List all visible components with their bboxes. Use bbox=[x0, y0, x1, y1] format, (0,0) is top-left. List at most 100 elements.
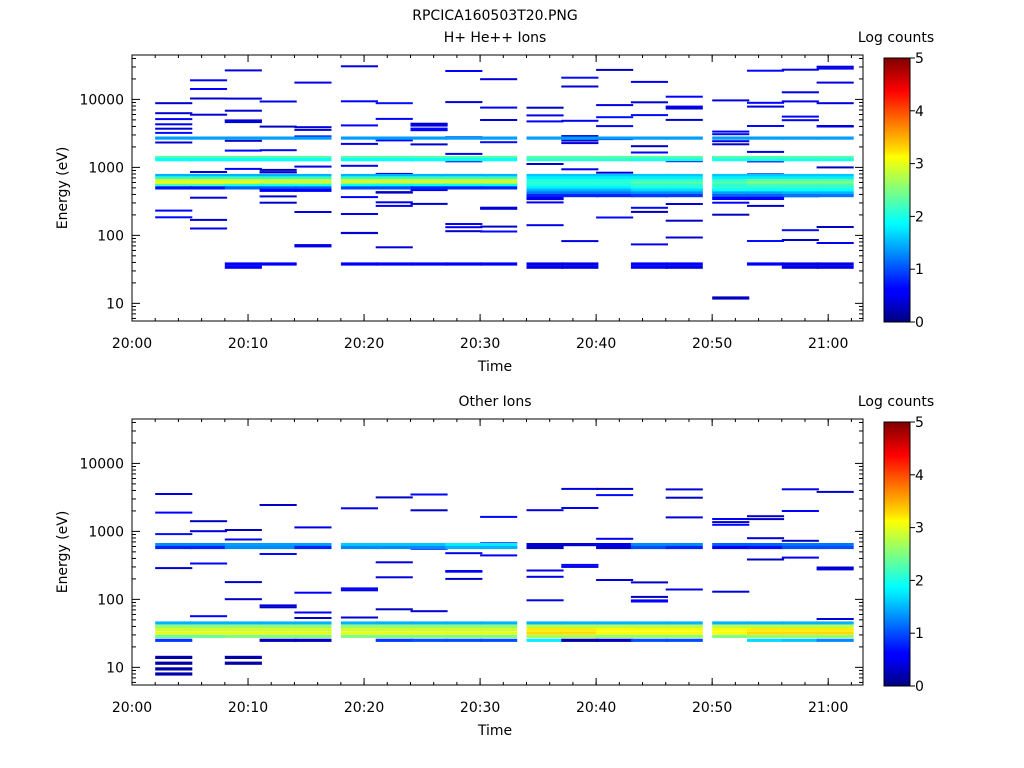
heatmap-cell bbox=[480, 545, 518, 550]
heatmap-cell bbox=[630, 183, 668, 187]
heatmap-cell bbox=[375, 262, 413, 266]
x-tick-label: 20:00 bbox=[112, 700, 152, 716]
heatmap-noise-cell bbox=[712, 521, 750, 524]
heatmap-noise-cell bbox=[340, 164, 378, 167]
heatmap-noise-cell bbox=[816, 81, 854, 84]
heatmap-cell bbox=[445, 262, 483, 266]
y-tick-label: 10 bbox=[106, 660, 124, 676]
heatmap-cell bbox=[781, 179, 819, 183]
heatmap-cell bbox=[480, 634, 518, 638]
heatmap-noise-cell bbox=[665, 588, 703, 591]
heatmap-cell bbox=[294, 158, 332, 162]
heatmap-cell bbox=[816, 136, 854, 140]
heatmap-cell bbox=[190, 173, 228, 178]
heatmap-cell bbox=[445, 186, 483, 190]
heatmap-noise-cell bbox=[224, 538, 262, 541]
y-axis-label-other: Energy (eV) bbox=[55, 511, 71, 594]
heatmap-cell bbox=[340, 545, 378, 550]
heatmap-cells-other bbox=[155, 487, 854, 676]
heatmap-cell bbox=[445, 628, 483, 632]
heatmap-cell bbox=[375, 176, 413, 180]
heatmap-cell bbox=[665, 179, 703, 183]
x-tick-label: 20:30 bbox=[460, 336, 500, 352]
heatmap-noise-cell bbox=[155, 127, 193, 130]
heatmap-cell bbox=[375, 624, 413, 628]
heatmap-noise-cell bbox=[630, 80, 668, 83]
heatmap-cell bbox=[445, 181, 483, 185]
heatmap-noise-cell bbox=[561, 507, 599, 509]
heatmap-cell bbox=[190, 176, 228, 180]
y-tick-label: 10 bbox=[106, 296, 124, 312]
heatmap-noise-cell bbox=[781, 539, 819, 542]
heatmap-cell bbox=[665, 194, 703, 198]
y-tick-label: 10000 bbox=[79, 456, 124, 472]
heatmap-noise-cell bbox=[445, 223, 483, 225]
heatmap-cell bbox=[712, 196, 750, 200]
heatmap-cell bbox=[224, 262, 262, 266]
heatmap-cell bbox=[747, 191, 785, 195]
heatmap-cell bbox=[630, 628, 668, 632]
heatmap-noise-cell bbox=[526, 120, 564, 123]
heatmap-cell bbox=[224, 155, 262, 160]
heatmap-cell bbox=[816, 173, 854, 178]
heatmap-cell bbox=[340, 628, 378, 632]
heatmap-cell bbox=[665, 136, 703, 140]
heatmap-cell bbox=[410, 179, 448, 183]
heatmap-cell bbox=[190, 543, 228, 547]
heatmap-noise-cell bbox=[712, 590, 750, 593]
y-tick-label: 1000 bbox=[88, 524, 124, 540]
heatmap-cell bbox=[340, 176, 378, 180]
heatmap-cell bbox=[259, 621, 297, 625]
heatmap-noise-cell bbox=[712, 201, 750, 204]
heatmap-noise-cell bbox=[294, 81, 332, 84]
heatmap-noise-cell bbox=[630, 600, 668, 603]
heatmap-cell bbox=[375, 179, 413, 183]
heatmap-noise-cell bbox=[561, 240, 599, 243]
heatmap-cell bbox=[781, 262, 819, 266]
heatmap-cell bbox=[224, 655, 262, 659]
heatmap-cell bbox=[294, 634, 332, 638]
heatmap-cell bbox=[561, 631, 599, 635]
heatmap-cell bbox=[155, 181, 193, 185]
heatmap-cell bbox=[410, 543, 448, 547]
heatmap-noise-cell bbox=[665, 516, 703, 519]
heatmap-cell bbox=[747, 188, 785, 192]
heatmap-noise-cell bbox=[445, 577, 483, 580]
heatmap-cell bbox=[155, 136, 193, 140]
heatmap-noise-cell bbox=[375, 117, 413, 120]
heatmap-noise-cell bbox=[561, 135, 599, 138]
colorbar-tick-label: 0 bbox=[915, 315, 924, 331]
heatmap-cell bbox=[816, 634, 854, 638]
colorbar-tick-label: 3 bbox=[915, 157, 924, 173]
heatmap-noise-cell bbox=[224, 119, 262, 122]
heatmap-noise-cell bbox=[561, 85, 599, 88]
heatmap-cell bbox=[480, 262, 518, 266]
heatmap-noise-cell bbox=[630, 101, 668, 104]
heatmap-noise-cell bbox=[596, 171, 634, 174]
heatmap-cell bbox=[410, 158, 448, 162]
heatmap-cell bbox=[294, 624, 332, 628]
heatmap-cell bbox=[561, 621, 599, 625]
heatmap-cell bbox=[816, 545, 854, 550]
heatmap-cell bbox=[561, 179, 599, 183]
plot-frame-other bbox=[131, 418, 864, 686]
heatmap-cell bbox=[259, 543, 297, 547]
heatmap-cell bbox=[747, 136, 785, 140]
heatmap-noise-cell bbox=[294, 165, 332, 168]
heatmap-noise-cell bbox=[190, 562, 228, 565]
heatmap-noise-cell bbox=[155, 493, 193, 495]
heatmap-cell bbox=[190, 136, 228, 140]
heatmap-noise-cell bbox=[747, 515, 785, 518]
heatmap-cell bbox=[561, 628, 599, 632]
heatmap-cell bbox=[294, 631, 332, 635]
heatmap-cell bbox=[224, 136, 262, 140]
heatmap-cell bbox=[224, 173, 262, 178]
heatmap-cell bbox=[259, 183, 297, 187]
heatmap-cell bbox=[526, 628, 564, 632]
heatmap-noise-cell bbox=[630, 243, 668, 246]
heatmap-cell bbox=[410, 186, 448, 190]
heatmap-noise-cell bbox=[190, 520, 228, 523]
heatmap-cell bbox=[340, 631, 378, 635]
heatmap-noise-cell bbox=[596, 216, 634, 219]
heatmap-cell bbox=[410, 634, 448, 638]
